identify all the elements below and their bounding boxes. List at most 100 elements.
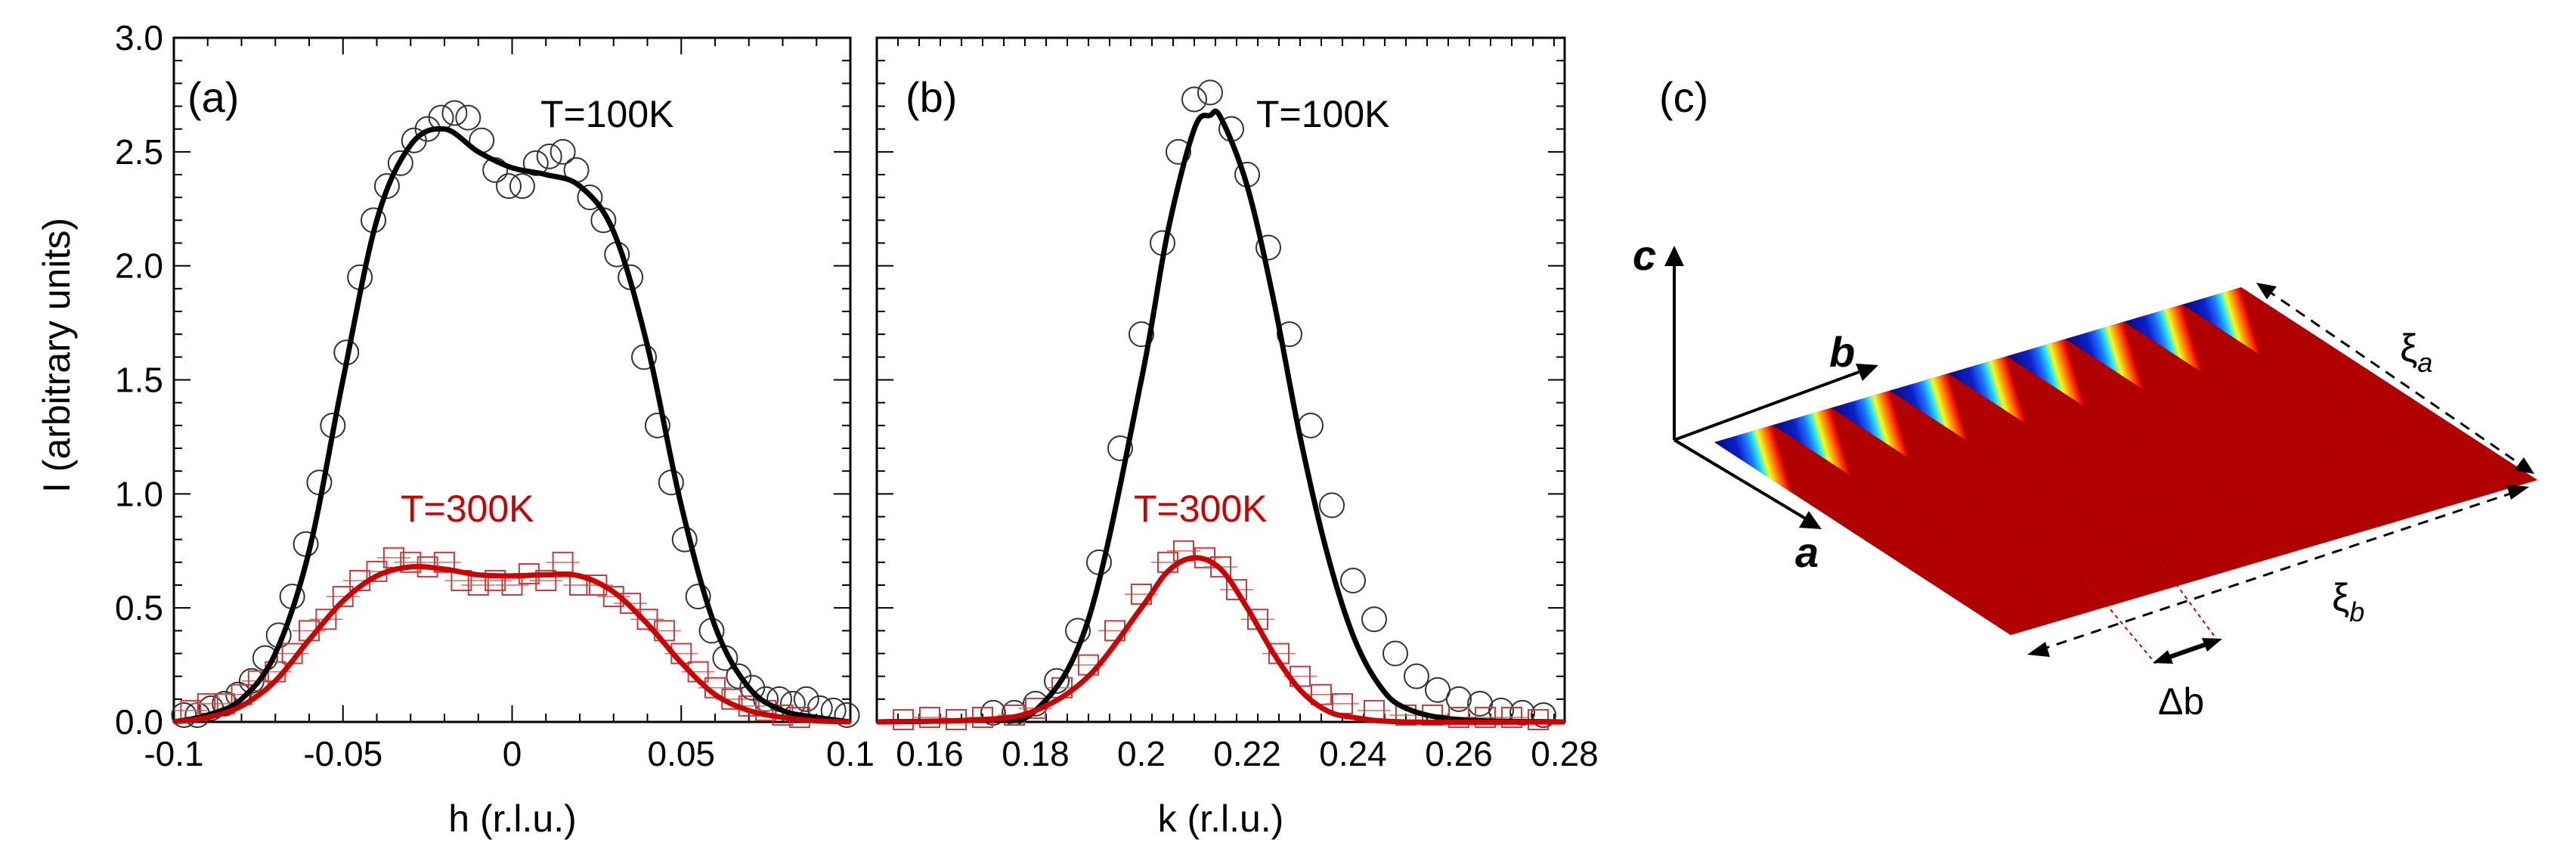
y-tick-label: 2.5 xyxy=(115,132,163,172)
modulation-stripe xyxy=(1890,373,2245,584)
data-point-100k xyxy=(685,584,711,610)
modulation-stripe xyxy=(1714,425,2070,635)
data-point-100k xyxy=(1298,412,1324,438)
data-point-300k xyxy=(919,706,940,728)
modulation-stripe xyxy=(1773,407,2128,618)
modulation-surface xyxy=(1714,287,2537,635)
panel-b-fits xyxy=(876,108,1565,725)
data-point-100k xyxy=(550,138,576,165)
data-point-100k xyxy=(387,150,413,176)
modulation-stripe xyxy=(2124,304,2479,515)
y-tick-label: 1.5 xyxy=(115,361,163,400)
data-point-100k xyxy=(1446,686,1472,712)
data-point-100k xyxy=(441,100,468,126)
data-point-300k xyxy=(1501,706,1522,728)
data-point-300k xyxy=(485,569,506,591)
panel-c-label: (c) xyxy=(1659,73,1708,121)
panel-a-ticks: -0.1 -0.05 0 0.05 0.1 0.0 0.5 1.0 1.5 2.0 2.5 3.0 xyxy=(115,18,875,773)
panel-b-series-300k-label: T=300K xyxy=(1134,488,1268,530)
delta-b-arrow-line xyxy=(2163,640,2212,661)
b-axis-label: b xyxy=(1829,328,1855,376)
delta-b-arrowhead-left xyxy=(2153,650,2173,664)
panel-b-points xyxy=(887,79,1556,730)
panel-b-label: (b) xyxy=(906,73,957,121)
y-tick-label: 2.0 xyxy=(115,246,163,286)
c-axis-arrowhead xyxy=(1664,246,1684,266)
data-point-100k xyxy=(509,173,535,200)
data-point-100k xyxy=(522,150,549,176)
x-tick-label: 0.1 xyxy=(826,734,875,773)
panel-a-x-axis-label: h (r.l.u.) xyxy=(448,798,576,840)
modulation-stripe xyxy=(1948,356,2304,566)
data-point-100k xyxy=(1404,663,1429,689)
data-point-100k xyxy=(644,412,670,438)
x-tick-label: 0.28 xyxy=(1531,734,1599,773)
y-tick-label: 1.0 xyxy=(115,474,163,513)
panel-b: 0.16 0.18 0.2 0.22 0.24 0.26 0.28 (b) T=100K T… xyxy=(875,36,1599,840)
panel-b-ticks: 0.16 0.18 0.2 0.22 0.24 0.26 0.28 xyxy=(876,37,1599,773)
a-axis-arrowhead xyxy=(1799,511,1822,529)
data-point-300k xyxy=(535,569,557,591)
x-tick-label: 0 xyxy=(503,734,522,773)
panel-b-series-100k-label: T=100K xyxy=(1256,93,1390,135)
data-point-100k xyxy=(455,104,481,131)
data-point-300k xyxy=(1210,556,1231,578)
data-point-300k xyxy=(1311,683,1332,705)
data-point-100k xyxy=(1107,435,1133,461)
fit-curve-300k xyxy=(173,563,851,725)
delta-b-guide-1 xyxy=(2085,580,2156,664)
modulation-stripe xyxy=(1831,390,2187,601)
data-point-100k xyxy=(1277,321,1302,348)
delta-b-label: Δb xyxy=(2158,680,2204,723)
xi-a-label: ξa xyxy=(2400,327,2432,378)
x-tick-label: 0.2 xyxy=(1117,734,1166,773)
panel-b-frame xyxy=(875,36,1566,723)
data-point-100k xyxy=(1197,79,1223,106)
data-point-300k xyxy=(332,586,354,608)
xi-a-arrowhead-start xyxy=(2256,283,2277,299)
xi-b-label: ξb xyxy=(2332,576,2364,627)
xi-b-arrowhead-start xyxy=(2027,642,2050,657)
fit-curve-100k xyxy=(876,108,1565,725)
x-tick-label: 0.26 xyxy=(1425,734,1493,773)
data-point-100k xyxy=(1166,138,1191,165)
modulation-stripe xyxy=(2007,339,2362,550)
y-tick-label: 0.0 xyxy=(115,702,163,742)
a-axis-line xyxy=(1673,438,1810,522)
data-point-100k xyxy=(834,702,860,728)
x-tick-label: 0.05 xyxy=(647,734,715,773)
data-point-100k xyxy=(631,344,658,370)
data-point-100k xyxy=(1129,321,1154,348)
data-point-100k xyxy=(1044,668,1070,694)
x-tick-label: 0.22 xyxy=(1213,734,1281,773)
b-axis-arrowhead xyxy=(1856,364,1878,381)
delta-b-guide-2 xyxy=(2157,559,2217,640)
data-point-100k xyxy=(1425,677,1451,703)
data-point-100k xyxy=(496,173,522,200)
data-point-100k xyxy=(1531,702,1556,728)
y-tick-label: 0.5 xyxy=(115,588,163,627)
modulation-stripe xyxy=(2065,321,2421,532)
data-point-100k xyxy=(793,686,819,712)
data-point-300k xyxy=(620,593,642,615)
fit-curve-300k xyxy=(876,555,1565,725)
x-tick-label: 0.24 xyxy=(1319,734,1387,773)
modulation-stripe xyxy=(2182,287,2537,497)
panel-a-series-100k-label: T=100K xyxy=(540,93,674,135)
x-tick-label: 0.18 xyxy=(1002,734,1070,773)
y-tick-label: 3.0 xyxy=(115,18,163,57)
x-tick-label: -0.05 xyxy=(303,734,382,773)
data-point-300k xyxy=(400,551,422,573)
panel-b-x-axis-label: k (r.l.u.) xyxy=(1158,798,1284,840)
data-point-100k xyxy=(1340,567,1366,593)
a-axis-label: a xyxy=(1795,528,1819,576)
data-point-100k xyxy=(536,143,562,169)
data-point-100k xyxy=(1255,234,1281,261)
data-point-100k xyxy=(373,173,400,200)
data-point-100k xyxy=(1361,606,1387,633)
data-point-100k xyxy=(1382,640,1408,667)
panel-a-points xyxy=(171,100,860,728)
data-point-100k xyxy=(1181,86,1207,113)
panel-a-series-300k-label: T=300K xyxy=(401,488,534,530)
